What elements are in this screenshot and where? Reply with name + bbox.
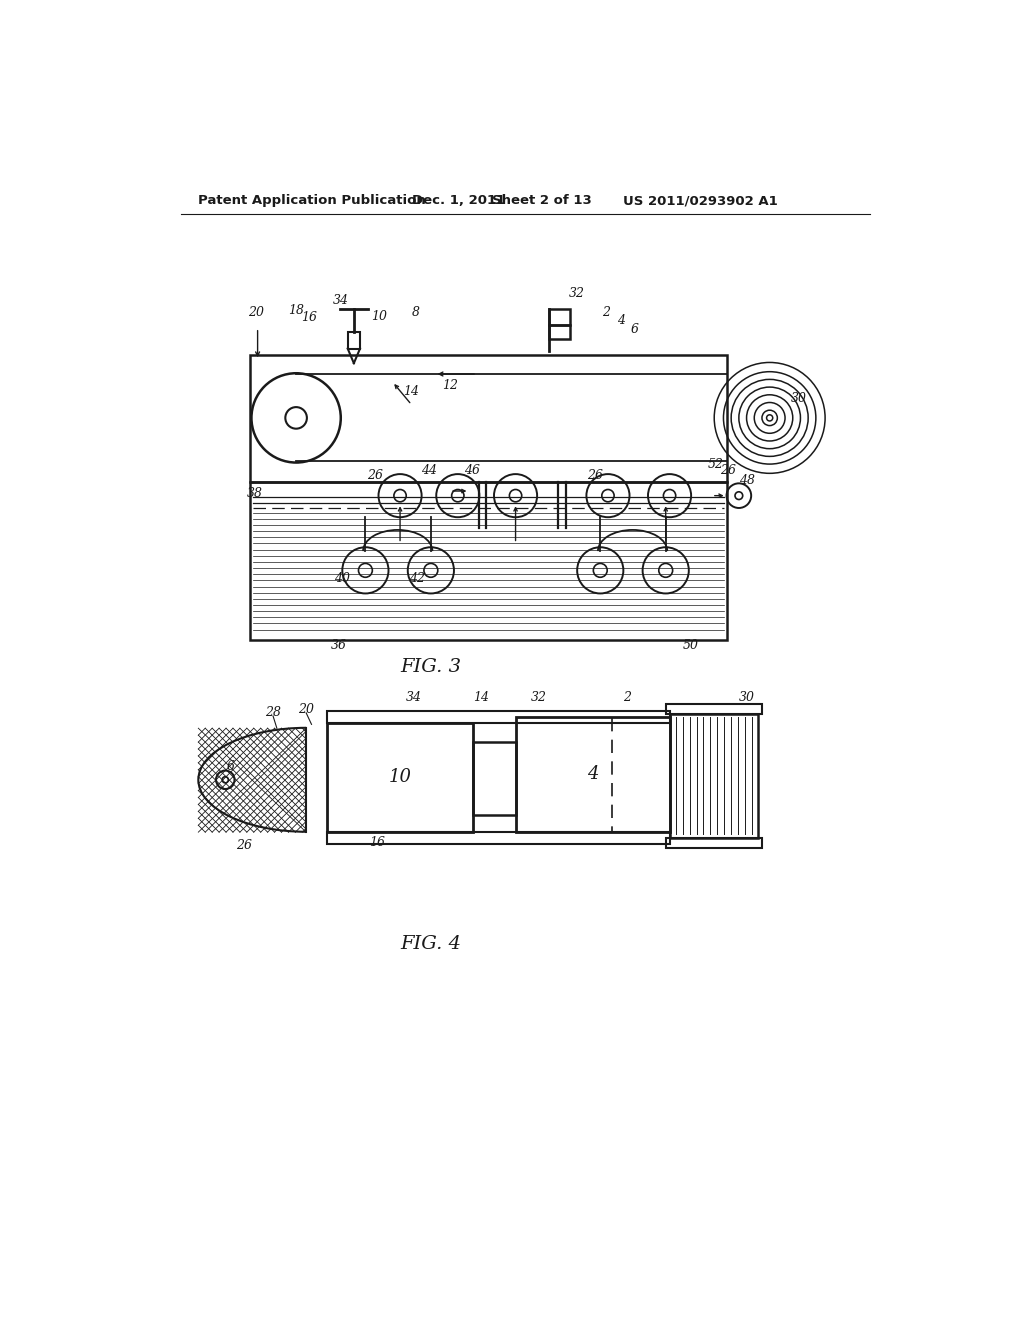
Bar [515,717,670,832]
Text: 40: 40 [334,572,350,585]
Text: 30: 30 [738,690,755,704]
Bar [250,355,727,482]
Text: 34: 34 [333,294,349,308]
Bar [327,723,473,832]
Text: 18: 18 [288,305,304,317]
Bar [327,711,670,723]
Text: 46: 46 [464,463,479,477]
Text: 48: 48 [738,474,755,487]
Text: 44: 44 [421,463,437,477]
Text: 26: 26 [368,469,383,482]
Text: 20: 20 [248,306,264,319]
Text: 12: 12 [442,379,458,392]
Text: 42: 42 [409,572,425,585]
Text: 2: 2 [624,690,631,704]
Text: Sheet 2 of 13: Sheet 2 of 13 [493,194,592,207]
Text: 38: 38 [248,487,263,500]
Text: 30: 30 [791,392,807,405]
Text: 36: 36 [331,639,346,652]
Bar [473,742,515,816]
Text: Dec. 1, 2011: Dec. 1, 2011 [412,194,505,207]
Text: 28: 28 [265,706,281,719]
Text: 4: 4 [587,766,598,783]
Text: 26: 26 [237,838,253,851]
Text: 10: 10 [388,768,412,787]
Bar [250,482,727,640]
Bar [666,704,762,714]
Text: US 2011/0293902 A1: US 2011/0293902 A1 [624,194,778,207]
Text: Patent Application Publication: Patent Application Publication [199,194,426,207]
Bar [327,832,670,843]
Text: 32: 32 [530,690,547,704]
Bar [670,714,758,838]
Bar [666,837,762,849]
Text: 16: 16 [369,836,385,849]
Text: FIG. 3: FIG. 3 [400,657,462,676]
Text: 6: 6 [226,760,234,774]
Text: 26: 26 [587,469,603,482]
Text: 26: 26 [720,463,736,477]
Text: 34: 34 [406,690,422,704]
Bar [348,331,360,348]
Text: 10: 10 [372,310,387,323]
Text: 4: 4 [617,314,625,326]
Text: 8: 8 [412,306,420,319]
Text: 14: 14 [403,385,420,399]
Bar [549,309,570,326]
Text: 20: 20 [298,704,314,717]
Text: FIG. 4: FIG. 4 [400,935,462,953]
Text: 50: 50 [682,639,698,652]
Text: 2: 2 [602,306,610,319]
Text: 14: 14 [473,690,488,704]
Text: 16: 16 [301,312,317,325]
Text: 32: 32 [568,286,585,300]
Bar [549,326,570,339]
Text: 52: 52 [708,458,724,471]
Text: 6: 6 [631,323,639,335]
